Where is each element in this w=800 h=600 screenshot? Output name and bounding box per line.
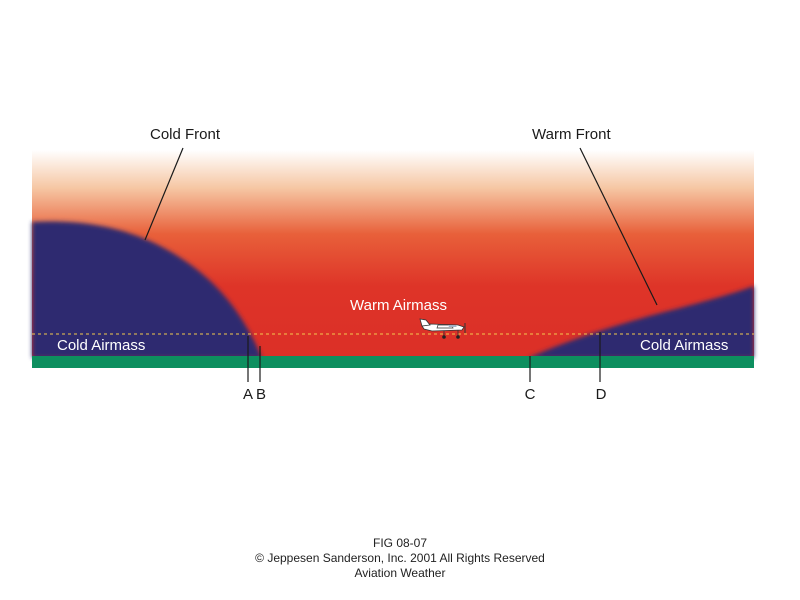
cold-airmass-right-region <box>528 286 754 358</box>
cold-airmass-right-label: Cold Airmass <box>640 337 728 354</box>
copyright-symbol: © <box>255 551 264 565</box>
copyright-line: © Jeppesen Sanderson, Inc. 2001 All Righ… <box>0 551 800 566</box>
cold-front-leader-line <box>144 147 184 241</box>
point-d-label: D <box>596 386 607 403</box>
figure-source: Aviation Weather <box>354 566 446 580</box>
warm-airmass-label: Warm Airmass <box>350 297 447 314</box>
cold-airmass-left-label: Cold Airmass <box>57 337 145 354</box>
warm-front-label: Warm Front <box>532 126 611 143</box>
warm-front-leader-line <box>579 147 658 306</box>
point-c-label: C <box>525 386 536 403</box>
cold-airmass-left-region <box>32 221 262 358</box>
figure-caption: FIG 08-07 © Jeppesen Sanderson, Inc. 200… <box>0 536 800 581</box>
airplane-icon <box>419 318 466 339</box>
point-a-label: A <box>243 386 253 403</box>
figure-number: FIG 08-07 <box>372 536 428 550</box>
point-b-label: B <box>256 386 266 403</box>
cold-front-label: Cold Front <box>150 126 221 143</box>
copyright-text: Jeppesen Sanderson, Inc. 2001 All Rights… <box>267 551 545 565</box>
ground-strip <box>32 356 754 368</box>
